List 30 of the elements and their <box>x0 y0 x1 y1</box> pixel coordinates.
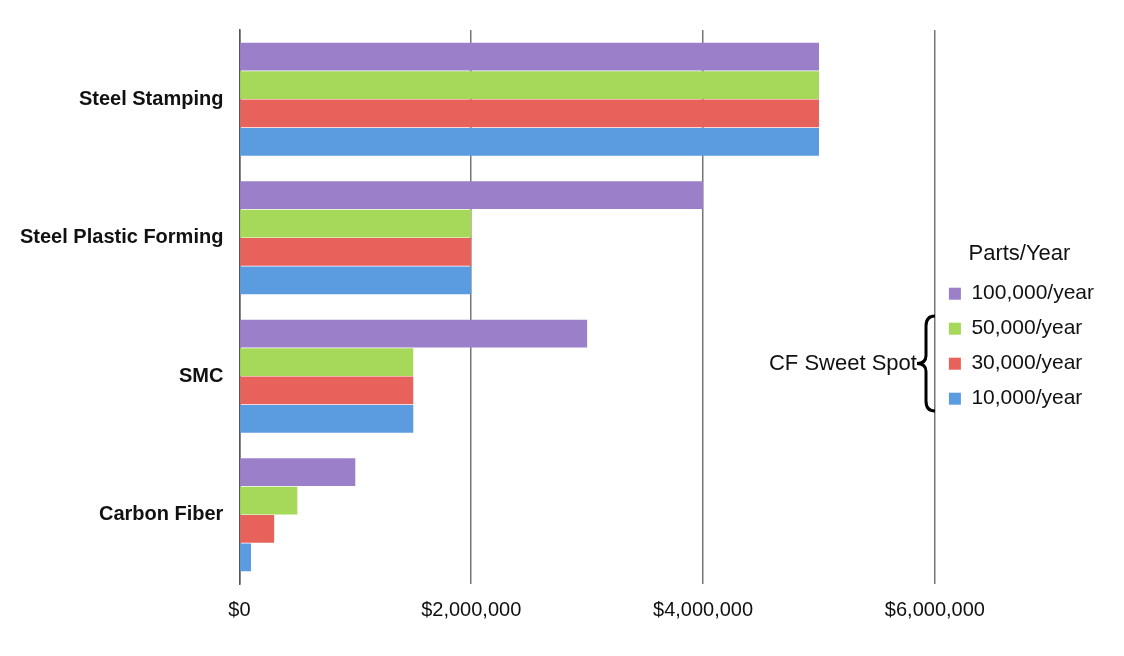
legend-label: 10,000/year <box>971 385 1083 409</box>
bar <box>240 42 819 71</box>
bar <box>240 127 819 156</box>
bar <box>240 486 298 515</box>
legend-label: 50,000/year <box>971 315 1083 339</box>
x-tick-label: $0 <box>228 597 251 620</box>
annotation: CF Sweet Spot <box>768 349 917 375</box>
bar <box>240 319 588 348</box>
x-tick-label: $6,000,000 <box>884 597 985 620</box>
bar <box>240 515 275 543</box>
bar <box>240 376 414 405</box>
bar <box>240 71 819 99</box>
bar <box>240 99 819 128</box>
legend-label: 100,000/year <box>971 280 1095 304</box>
y-tick-label: Steel Stamping <box>78 86 224 109</box>
bar <box>240 266 472 295</box>
bar <box>240 209 472 238</box>
legend-label: 30,000/year <box>971 350 1083 374</box>
y-tick-label: Steel Plastic Forming <box>20 225 224 248</box>
y-tick-label: Carbon Fiber <box>98 502 224 525</box>
bar <box>240 458 356 487</box>
bar <box>240 238 472 266</box>
bar <box>240 348 414 376</box>
x-tick-label: $2,000,000 <box>421 597 522 620</box>
bar <box>240 181 704 210</box>
x-tick-label: $4,000,000 <box>653 597 754 620</box>
bar <box>240 404 414 433</box>
y-tick-label: SMC <box>178 363 224 386</box>
bar <box>240 543 251 572</box>
legend-title: Parts/Year <box>968 239 1071 265</box>
